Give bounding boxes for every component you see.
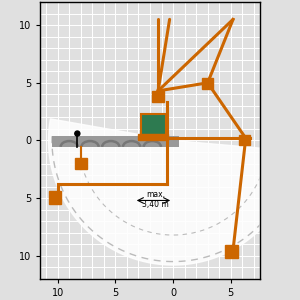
FancyBboxPatch shape [139,134,169,140]
Polygon shape [49,119,297,265]
FancyBboxPatch shape [239,135,250,145]
Text: max.
3,40 m: max. 3,40 m [142,190,169,209]
FancyBboxPatch shape [52,136,179,147]
FancyBboxPatch shape [152,91,164,102]
FancyBboxPatch shape [49,191,61,204]
FancyBboxPatch shape [202,78,213,88]
FancyBboxPatch shape [75,158,87,169]
FancyBboxPatch shape [225,245,238,258]
FancyBboxPatch shape [141,114,166,135]
Circle shape [75,131,80,136]
